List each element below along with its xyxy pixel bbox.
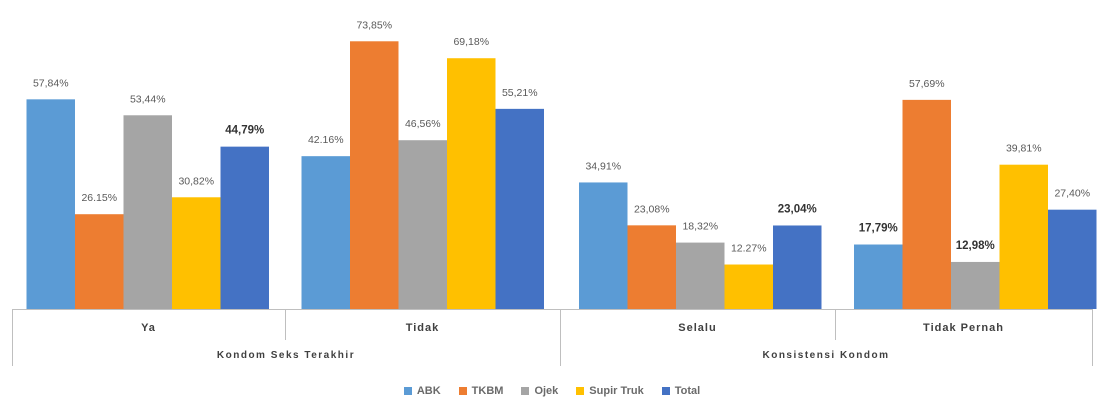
data-label: 57,84%: [33, 77, 69, 89]
data-label: 69,18%: [453, 36, 489, 48]
bar-supir-truk-tidak-pernah: [999, 164, 1048, 309]
legend-item: Ojek: [521, 385, 558, 397]
legend-label: TKBM: [471, 385, 504, 397]
legend: ABK TKBM Ojek Supir Truk Total: [0, 383, 1104, 399]
bar-abk-tidak: [301, 156, 350, 309]
data-label: 12,98%: [956, 240, 995, 252]
legend-item: Total: [661, 385, 701, 397]
bar-supir-truk-tidak: [447, 58, 496, 309]
data-label: 23,04%: [778, 203, 817, 215]
data-label: 12.27%: [731, 243, 767, 255]
x-tick-label: Ya: [141, 322, 156, 334]
data-label: 34,91%: [585, 160, 621, 172]
legend-item: TKBM: [458, 385, 504, 397]
bar-ojek-tidak: [398, 140, 447, 309]
data-label: 42.16%: [308, 134, 344, 146]
data-label: 57,69%: [909, 78, 945, 90]
x-tick-label: Tidak Pernah: [923, 322, 1004, 334]
bar-total-ya: [220, 146, 269, 309]
legend-swatch: [521, 387, 530, 395]
bar-ojek-selalu: [676, 242, 725, 309]
bar-ojek-ya: [123, 115, 172, 309]
bar-total-tidak: [495, 108, 544, 309]
data-label: 39,81%: [1006, 143, 1042, 155]
x-group-label: Konsistensi Kondom: [762, 350, 889, 361]
legend-label: Ojek: [534, 385, 559, 397]
bar-total-selalu: [773, 225, 822, 309]
bar-supir-truk-ya: [172, 197, 221, 309]
bar-abk-selalu: [579, 182, 628, 309]
legend-item: ABK: [403, 385, 441, 397]
legend-swatch: [403, 387, 412, 395]
x-tick-label: Selalu: [678, 322, 716, 334]
data-label: 55,21%: [502, 87, 538, 99]
data-label: 30,82%: [178, 175, 214, 187]
legend-label: Total: [674, 385, 701, 397]
legend-item: Supir Truk: [576, 385, 644, 397]
x-group-label: Kondom Seks Terakhir: [217, 350, 355, 361]
data-label: 18,32%: [682, 221, 718, 233]
bar-tkbm-tidak-pernah: [902, 99, 951, 310]
data-label: 27,40%: [1054, 188, 1090, 200]
data-label: 46,56%: [405, 118, 441, 130]
x-tick-label: Tidak: [406, 322, 440, 334]
bar-ojek-tidak-pernah: [951, 261, 1000, 309]
data-label: 53,44%: [130, 93, 166, 105]
bar-abk-tidak-pernah: [854, 244, 903, 309]
data-label: 26.15%: [81, 192, 117, 204]
bar-total-tidak-pernah: [1048, 209, 1097, 309]
legend-swatch: [458, 387, 467, 395]
legend-label: ABK: [416, 385, 441, 397]
legend-swatch: [661, 387, 670, 395]
data-label: 44,79%: [225, 125, 264, 137]
bar-tkbm-selalu: [627, 225, 676, 309]
bar-tkbm-ya: [75, 214, 124, 309]
bar-tkbm-tidak: [350, 41, 399, 309]
bar-abk-ya: [26, 99, 75, 309]
data-label: 73,85%: [356, 19, 392, 31]
data-label: 17,79%: [859, 223, 898, 235]
bar-supir-truk-selalu: [724, 264, 773, 309]
legend-label: Supir Truk: [589, 385, 644, 397]
data-label: 23,08%: [634, 203, 670, 215]
legend-swatch: [576, 387, 585, 395]
